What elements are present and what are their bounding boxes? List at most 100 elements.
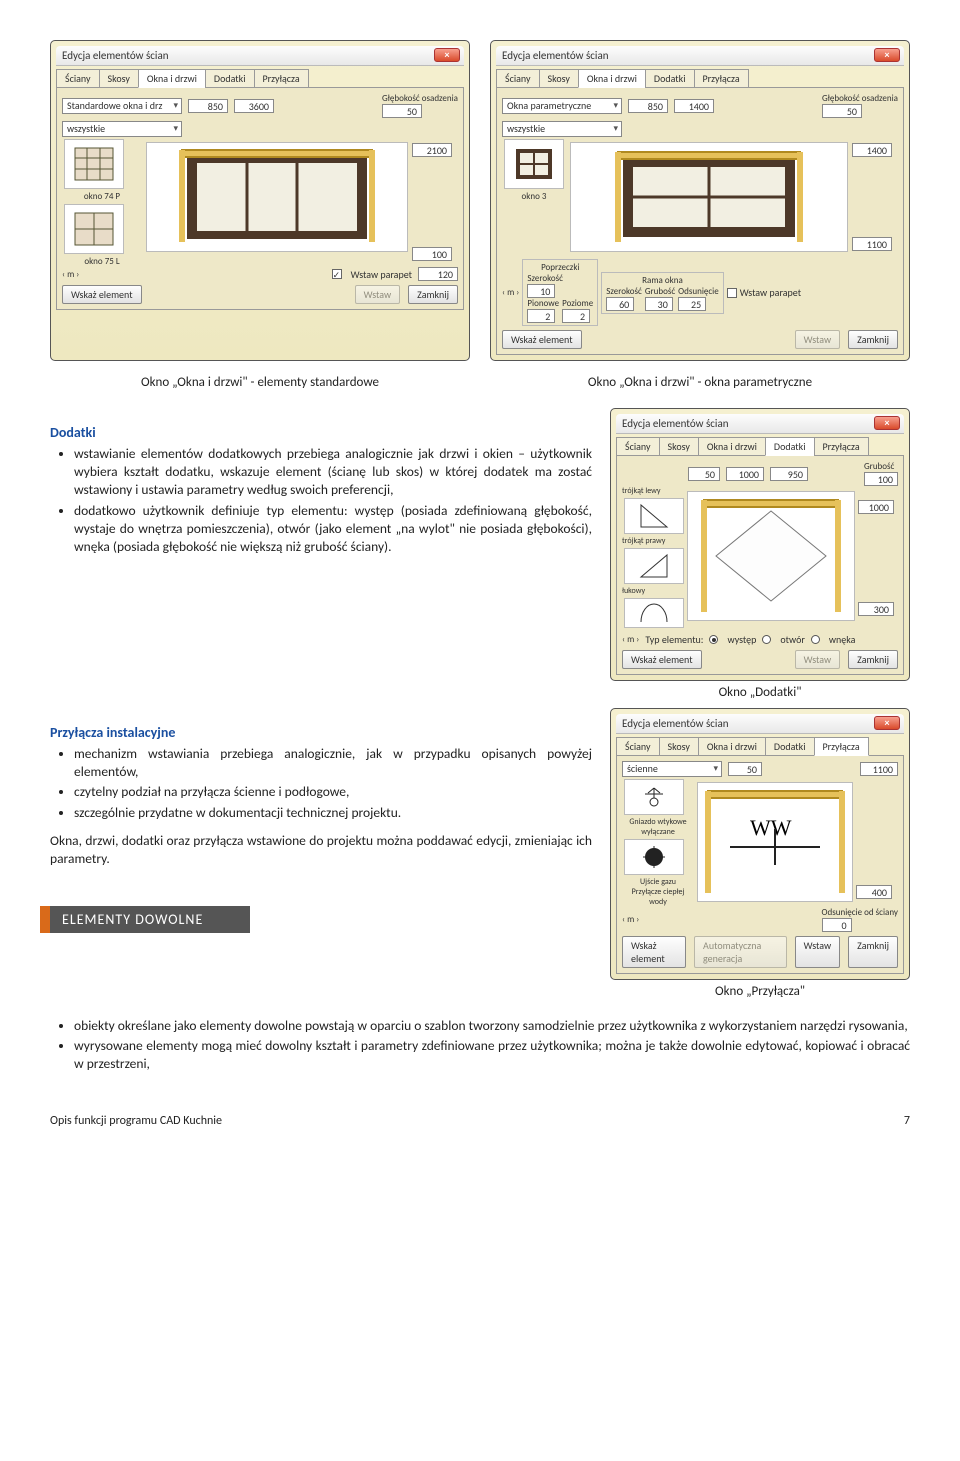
point-button[interactable]: Wskaż element [622,650,702,669]
section-przylacza: Przyłącza instalacyjne mechanizm wstawia… [50,708,910,999]
item-label: Ujście gazu [622,877,694,887]
tab-okna[interactable]: Okna i drzwi [698,437,766,456]
tab-skosy[interactable]: Skosy [99,69,139,88]
side-input[interactable]: 1100 [852,237,892,251]
depth-input[interactable]: 50 [822,104,862,118]
tab-skosy[interactable]: Skosy [659,437,699,456]
list-item: wstawianie elementów dodatkowych przebie… [74,445,592,500]
tab-sciany[interactable]: Ściany [616,437,660,456]
input[interactable]: 0 [822,918,852,932]
preview-area [570,142,848,252]
input[interactable]: 2 [527,309,555,323]
filter-select[interactable]: wszystkie [502,121,622,137]
input[interactable]: 60 [606,297,634,311]
insert-button[interactable]: Wstaw [355,285,400,304]
item-label: Gniazdo wtykowe wyłączane [622,817,694,837]
tab-sciany[interactable]: Ściany [56,69,100,88]
label: Odsunięcie od ściany [822,907,898,918]
tab-przylacza[interactable]: Przyłącza [694,69,749,88]
height-input[interactable]: 3600 [234,99,274,113]
tab-dodatki[interactable]: Dodatki [645,69,695,88]
input[interactable]: 1000 [858,500,894,514]
side-input[interactable]: 2100 [412,143,452,157]
point-button[interactable]: Wskaż element [62,285,142,304]
caption-przylacza: Okno „Przyłącza" [610,984,910,999]
radio-otwor[interactable] [762,635,771,644]
radio-wystep[interactable] [709,635,718,644]
list-item: obiekty określane jako elementy dowolne … [74,1017,910,1035]
close-button[interactable]: Zamknij [848,330,898,349]
input[interactable]: 850 [628,99,668,113]
tab-sciany[interactable]: Ściany [496,69,540,88]
close-button[interactable]: Zamknij [848,936,898,968]
tab-skosy[interactable]: Skosy [539,69,579,88]
preview-area: WW [697,782,853,902]
dialog-title: Edycja elementów ścian [622,417,729,430]
item-thumb[interactable] [624,598,684,628]
type-select[interactable]: Okna parametryczne [502,98,622,114]
item-thumb[interactable] [64,204,124,254]
input[interactable]: 10 [527,284,555,298]
tab-okna[interactable]: Okna i drzwi [698,737,766,756]
dialog-titlebar: Edycja elementów ścian × [56,46,464,66]
tab-sciany[interactable]: Ściany [616,737,660,756]
point-button[interactable]: Wskaż element [622,936,686,968]
tab-okna[interactable]: Okna i drzwi [578,69,646,88]
input[interactable]: 300 [858,602,894,616]
type-select[interactable]: ścienne [622,761,722,777]
parapet-input[interactable]: 120 [418,267,458,281]
type-select[interactable]: Standardowe okna i drz [62,98,182,114]
input[interactable]: 30 [645,297,673,311]
insert-button[interactable]: Wstaw [795,330,840,349]
side-input[interactable]: 100 [412,247,452,261]
close-button[interactable]: Zamknij [408,285,458,304]
input[interactable]: 100 [864,472,898,486]
radio-wneka[interactable] [811,635,820,644]
close-icon[interactable]: × [874,416,900,430]
input[interactable]: 50 [688,467,720,481]
tab-przylacza[interactable]: Przyłącza [814,737,869,756]
depth-input[interactable]: 50 [382,104,422,118]
tab-skosy[interactable]: Skosy [659,737,699,756]
label: Grubość [864,461,898,472]
item-thumb[interactable] [624,839,684,875]
close-icon[interactable]: × [434,48,460,62]
preview-area [146,142,408,252]
group-title: Poprzeczki [527,262,593,273]
input[interactable]: 1000 [726,467,764,481]
parapet-checkbox[interactable] [727,288,737,298]
item-thumb[interactable] [624,548,684,584]
close-button[interactable]: Zamknij [848,650,898,669]
input[interactable]: 50 [728,762,762,776]
tab-dodatki[interactable]: Dodatki [765,437,815,456]
tab-przylacza[interactable]: Przyłącza [814,437,869,456]
filter-select[interactable]: wszystkie [62,121,182,137]
autogen-button[interactable]: Automatyczna generacja [694,936,787,968]
insert-button[interactable]: Wstaw [795,650,840,669]
input[interactable]: 2 [562,309,590,323]
tab-okna[interactable]: Okna i drzwi [138,69,206,88]
width-input[interactable]: 850 [188,99,228,113]
side-input[interactable]: 1400 [852,143,892,157]
close-icon[interactable]: × [874,716,900,730]
label: Szerokość [527,273,563,284]
item-thumb[interactable] [64,139,124,189]
point-button[interactable]: Wskaż element [502,330,582,349]
dowolne-list: obiekty określane jako elementy dowolne … [50,1017,910,1074]
tab-dodatki[interactable]: Dodatki [205,69,255,88]
tab-przylacza[interactable]: Przyłącza [254,69,309,88]
item-thumb[interactable] [624,779,684,815]
caption-2: Okno „Okna i drzwi" - okna parametryczne [490,375,910,390]
input[interactable]: 25 [678,297,706,311]
tab-dodatki[interactable]: Dodatki [765,737,815,756]
input[interactable]: 1400 [674,99,714,113]
input[interactable]: 400 [856,885,892,899]
input[interactable]: 950 [770,467,808,481]
close-icon[interactable]: × [874,48,900,62]
insert-button[interactable]: Wstaw [795,936,840,968]
parapet-checkbox[interactable] [332,269,342,279]
przylacza-list: mechanizm wstawiania przebiega analogicz… [50,745,592,822]
input[interactable]: 1100 [860,762,898,776]
item-thumb[interactable] [504,139,564,189]
item-thumb[interactable] [624,498,684,534]
